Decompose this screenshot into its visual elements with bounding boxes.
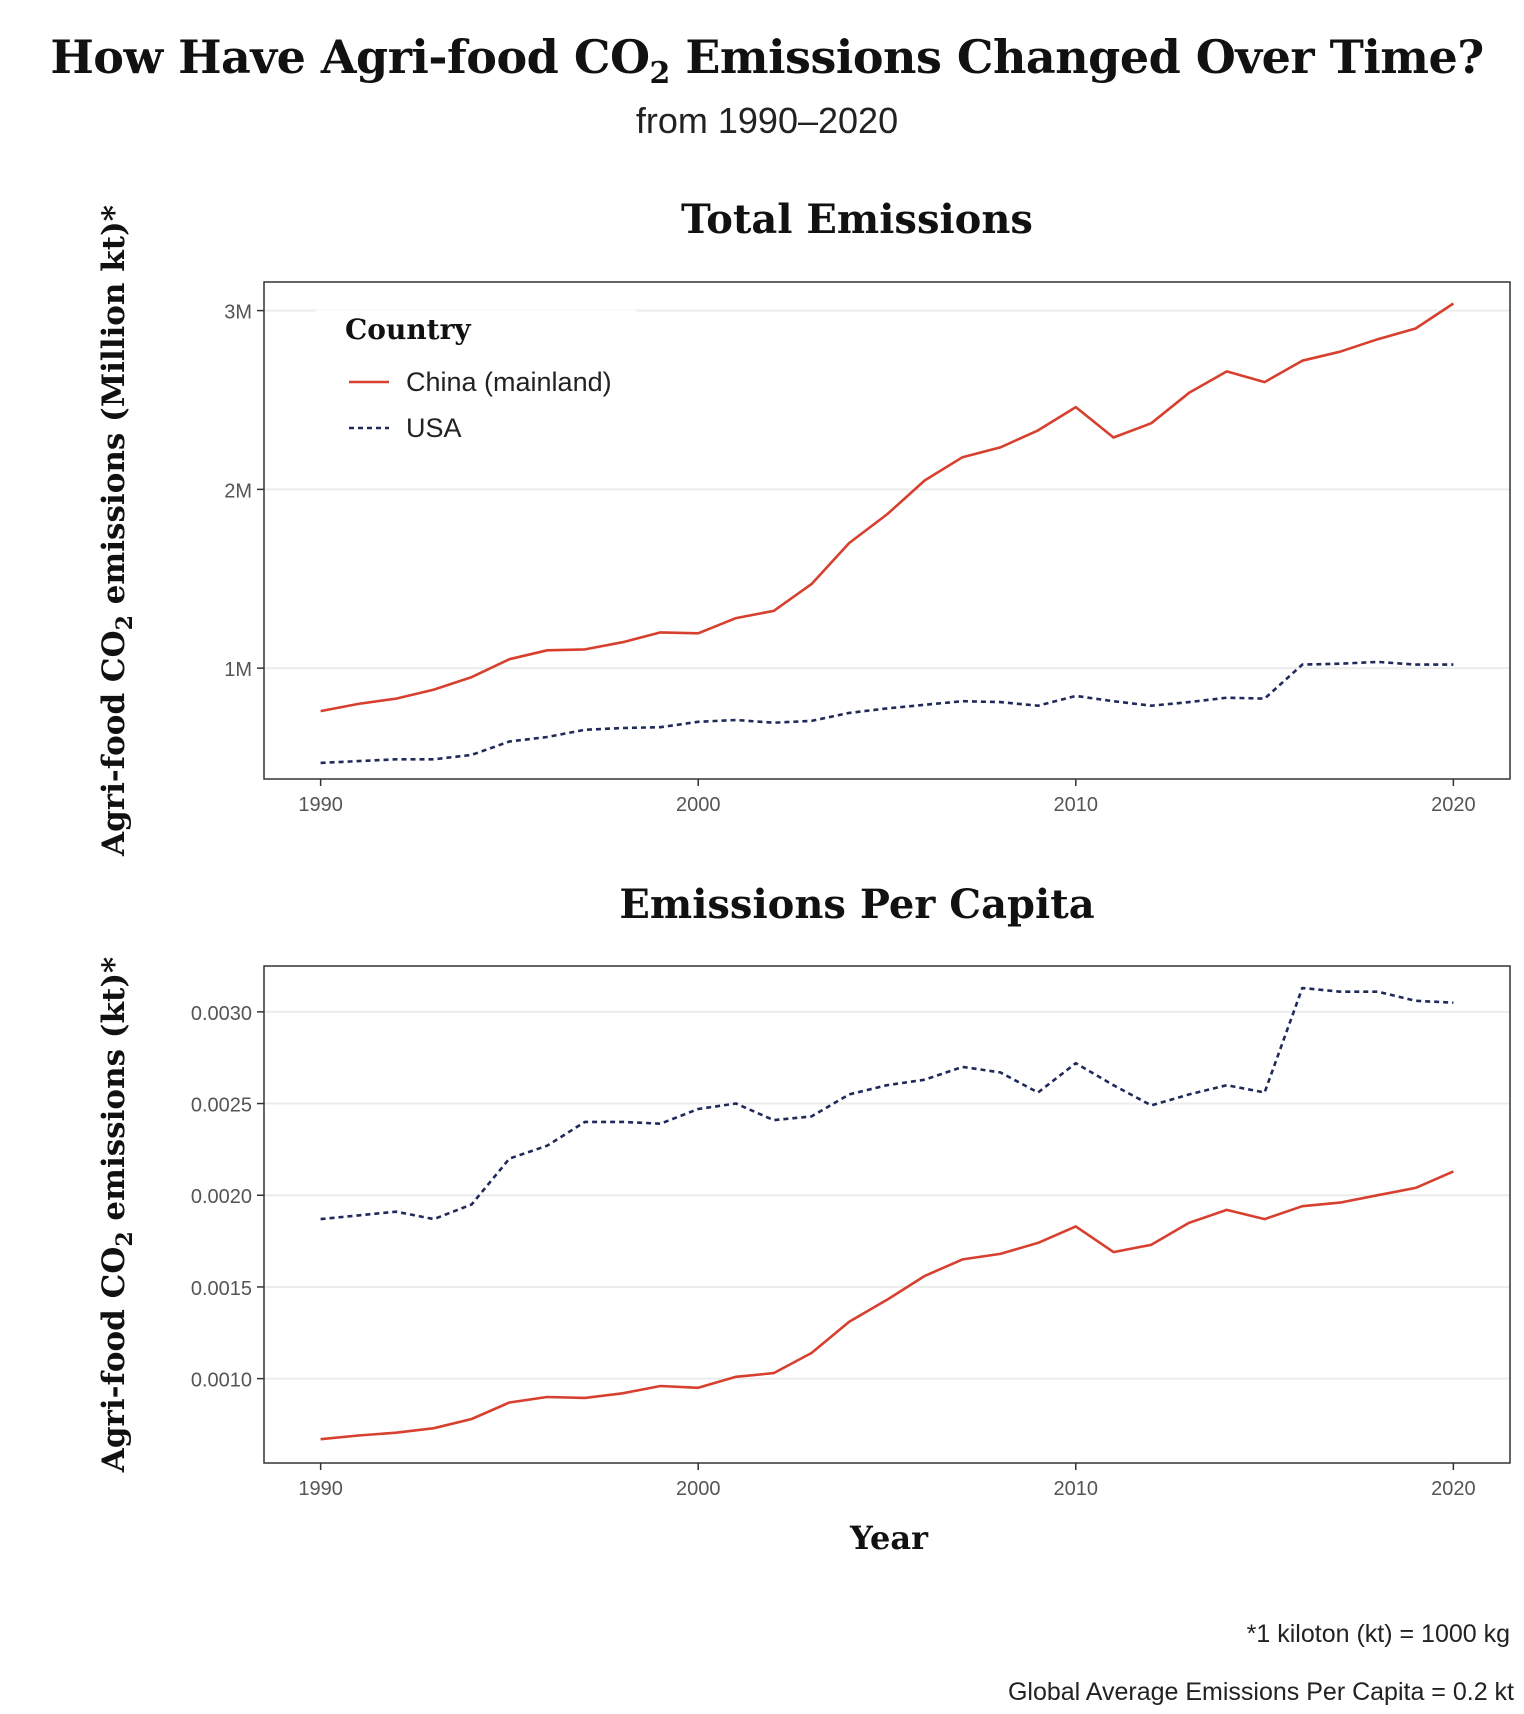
y-axis-label-part: Agri-food CO [96, 630, 132, 857]
y-tick-label: 2M [224, 480, 252, 502]
main-title: How Have Agri-food CO2 Emissions Changed… [0, 30, 1524, 91]
legend-label: China (mainland) [406, 367, 612, 397]
y-axis-label-subscript: 2 [112, 615, 138, 630]
x-tick-label: 1990 [298, 1478, 343, 1500]
main-subtitle: from 1990–2020 [635, 100, 899, 141]
x-tick-label: 2020 [1431, 1478, 1476, 1500]
x-tick-label: 1990 [298, 794, 343, 816]
x-axis-label: Year [849, 1519, 929, 1557]
legend: Country China (mainland) USA [316, 310, 636, 452]
x-tick-label: 2000 [676, 1478, 721, 1500]
y-tick-label: 0.0030 [191, 1003, 252, 1025]
y-tick-label: 0.0025 [191, 1095, 252, 1117]
main-title-rest: Emissions Changed Over Time? [669, 30, 1484, 84]
y-axis-label: Agri-food CO2 emissions (kt)* [96, 957, 138, 1473]
y-tick-label: 0.0010 [191, 1370, 252, 1392]
chart-panel-1: Total Emissions 1M 2M 3M 1990 2000 2010 2020 Agr… [96, 196, 1511, 857]
x-tick-label: 2010 [1054, 1478, 1099, 1500]
x-tick-label: 2020 [1431, 794, 1476, 816]
series-line-china [320, 1170, 1454, 1441]
y-tick-label: 1M [224, 659, 252, 681]
legend-title: Country [345, 313, 471, 346]
y-axis-label-part: Agri-food CO [96, 1247, 132, 1474]
x-tick-label: 2000 [676, 794, 721, 816]
panel-title: Emissions Per Capita [619, 881, 1094, 928]
panel-title: Total Emissions [681, 196, 1033, 243]
x-tick-label: 2010 [1054, 794, 1099, 816]
panel-border [263, 965, 1511, 1464]
y-axis-label-part: emissions (Million kt)* [96, 205, 132, 615]
series-line-usa [320, 660, 1454, 765]
y-axis-label-subscript: 2 [112, 1231, 138, 1246]
y-axis-label: Agri-food CO2 emissions (Million kt)* [96, 205, 138, 857]
main-title-text: How Have Agri-food CO [50, 30, 650, 84]
y-tick-label: 0.0015 [191, 1278, 252, 1300]
series-line-china [320, 302, 1455, 713]
chart-panel-2: Emissions Per Capita 0.0010 0.0015 0.0020 0.… [96, 881, 1511, 1557]
y-tick-label: 3M [224, 302, 252, 324]
footnote-global-average: Global Average Emissions Per Capita = 0.… [1007, 1678, 1514, 1706]
legend-label: USA [406, 413, 462, 443]
y-tick-label: 0.0020 [191, 1186, 252, 1208]
main-title-subscript: 2 [649, 56, 671, 92]
footnote-kiloton: *1 kiloton (kt) = 1000 kg [1246, 1620, 1510, 1648]
series-line-usa [320, 986, 1454, 1221]
y-axis-label-part: emissions (kt)* [96, 957, 132, 1232]
panel-border [263, 281, 1511, 780]
